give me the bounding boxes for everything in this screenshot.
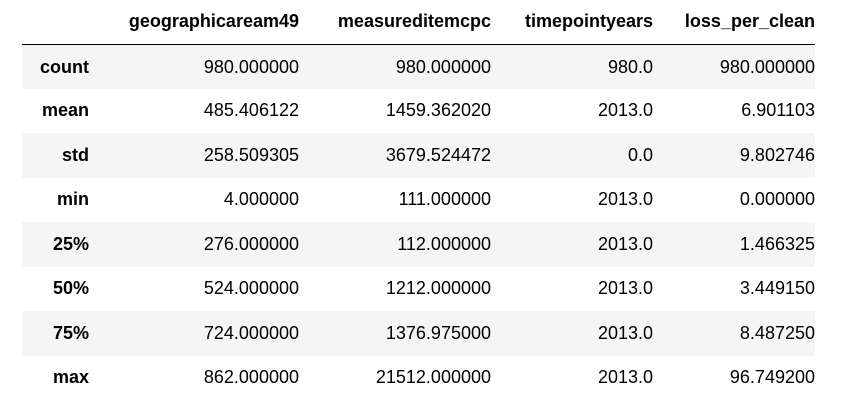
row-label: max bbox=[22, 356, 89, 401]
cell-geographicaream49: 862.000000 bbox=[89, 356, 299, 401]
cell-geographicaream49: 724.000000 bbox=[89, 311, 299, 356]
column-header-measureditemcpc: measureditemcpc bbox=[299, 0, 491, 44]
table-row: max 862.000000 21512.000000 2013.0 96.749200 bbox=[22, 356, 815, 401]
cell-measureditemcpc: 111.000000 bbox=[299, 178, 491, 223]
cell-measureditemcpc: 1212.000000 bbox=[299, 267, 491, 312]
cell-timepointyears: 2013.0 bbox=[491, 222, 653, 267]
cell-loss-per-clean: 980.000000 bbox=[653, 44, 815, 89]
table-header: geographicaream49 measureditemcpc timepo… bbox=[22, 0, 815, 44]
row-label: 75% bbox=[22, 311, 89, 356]
describe-table: geographicaream49 measureditemcpc timepo… bbox=[22, 0, 815, 400]
header-row: geographicaream49 measureditemcpc timepo… bbox=[22, 0, 815, 44]
cell-timepointyears: 2013.0 bbox=[491, 356, 653, 401]
cell-timepointyears: 2013.0 bbox=[491, 89, 653, 134]
table-row: 50% 524.000000 1212.000000 2013.0 3.449150 bbox=[22, 267, 815, 312]
cell-measureditemcpc: 980.000000 bbox=[299, 44, 491, 89]
cell-geographicaream49: 524.000000 bbox=[89, 267, 299, 312]
cell-measureditemcpc: 1459.362020 bbox=[299, 89, 491, 134]
row-label: std bbox=[22, 133, 89, 178]
table-row: count 980.000000 980.000000 980.0 980.000000 bbox=[22, 44, 815, 89]
cell-timepointyears: 2013.0 bbox=[491, 311, 653, 356]
table-row: min 4.000000 111.000000 2013.0 0.000000 bbox=[22, 178, 815, 223]
cell-timepointyears: 980.0 bbox=[491, 44, 653, 89]
cell-geographicaream49: 258.509305 bbox=[89, 133, 299, 178]
table-row: 25% 276.000000 112.000000 2013.0 1.466325 bbox=[22, 222, 815, 267]
column-header-timepointyears: timepointyears bbox=[491, 0, 653, 44]
table-row: mean 485.406122 1459.362020 2013.0 6.901103 bbox=[22, 89, 815, 134]
cell-loss-per-clean: 0.000000 bbox=[653, 178, 815, 223]
table-body: count 980.000000 980.000000 980.0 980.000000… bbox=[22, 44, 815, 400]
cell-measureditemcpc: 1376.975000 bbox=[299, 311, 491, 356]
cell-geographicaream49: 276.000000 bbox=[89, 222, 299, 267]
index-header bbox=[22, 0, 89, 44]
row-label: min bbox=[22, 178, 89, 223]
cell-loss-per-clean: 8.487250 bbox=[653, 311, 815, 356]
row-label: count bbox=[22, 44, 89, 89]
cell-loss-per-clean: 1.466325 bbox=[653, 222, 815, 267]
cell-geographicaream49: 485.406122 bbox=[89, 89, 299, 134]
row-label: mean bbox=[22, 89, 89, 134]
cell-timepointyears: 2013.0 bbox=[491, 178, 653, 223]
column-header-geographicaream49: geographicaream49 bbox=[89, 0, 299, 44]
cell-timepointyears: 0.0 bbox=[491, 133, 653, 178]
row-label: 25% bbox=[22, 222, 89, 267]
cell-loss-per-clean: 9.802746 bbox=[653, 133, 815, 178]
cell-measureditemcpc: 21512.000000 bbox=[299, 356, 491, 401]
column-header-loss-per-clean: loss_per_clean bbox=[653, 0, 815, 44]
cell-loss-per-clean: 3.449150 bbox=[653, 267, 815, 312]
row-label: 50% bbox=[22, 267, 89, 312]
cell-measureditemcpc: 3679.524472 bbox=[299, 133, 491, 178]
table-row: 75% 724.000000 1376.975000 2013.0 8.487250 bbox=[22, 311, 815, 356]
cell-loss-per-clean: 6.901103 bbox=[653, 89, 815, 134]
table-row: std 258.509305 3679.524472 0.0 9.802746 bbox=[22, 133, 815, 178]
cell-geographicaream49: 4.000000 bbox=[89, 178, 299, 223]
cell-geographicaream49: 980.000000 bbox=[89, 44, 299, 89]
cell-measureditemcpc: 112.000000 bbox=[299, 222, 491, 267]
cell-timepointyears: 2013.0 bbox=[491, 267, 653, 312]
cell-loss-per-clean: 96.749200 bbox=[653, 356, 815, 401]
